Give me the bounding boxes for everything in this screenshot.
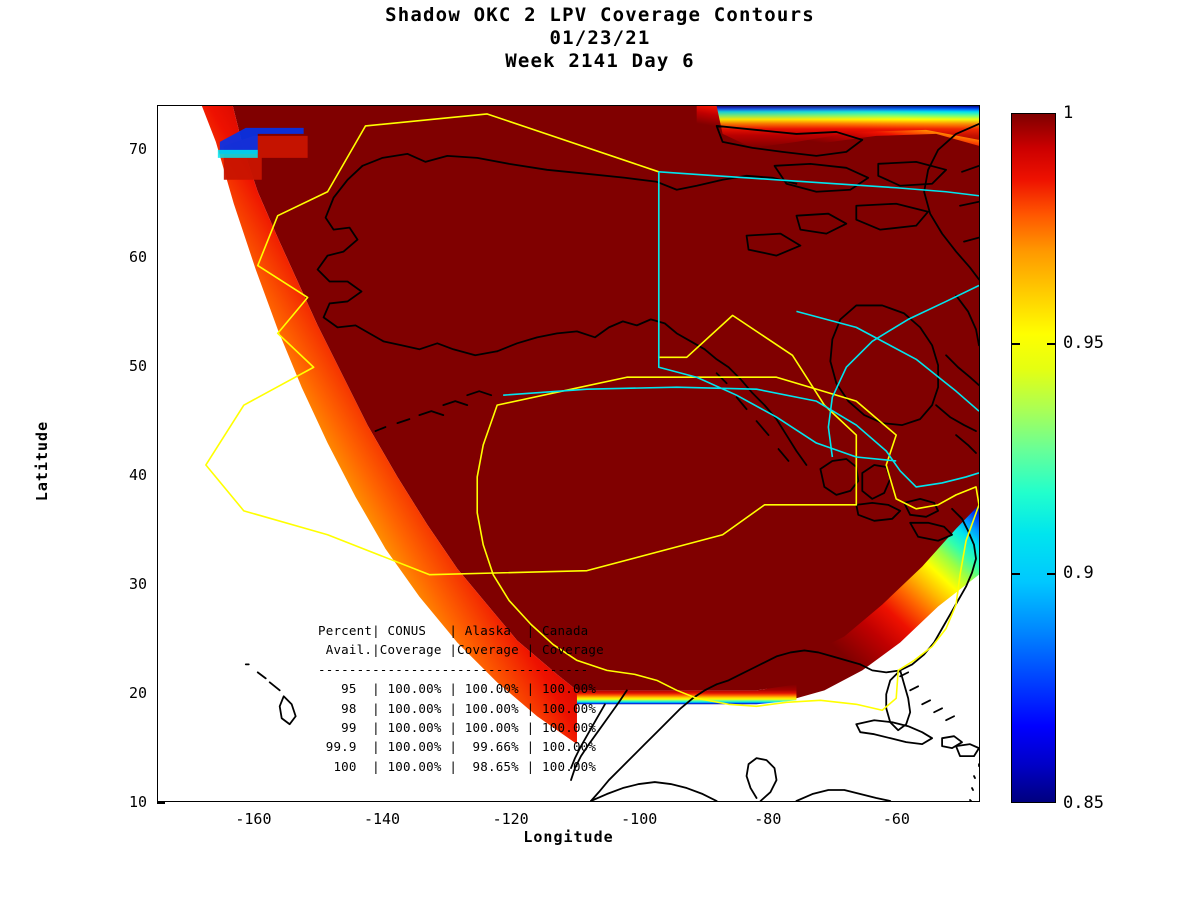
y-tick-label: 10 [128,793,147,811]
colorbar-tick-label: 0.85 [1063,793,1104,813]
x-tick-label: -60 [882,810,910,828]
title-line-3: Week 2141 Day 6 [505,50,695,72]
title-line-2: 01/23/21 [549,27,651,49]
title-line-1: Shadow OKC 2 LPV Coverage Contours [385,4,815,26]
colorbar-tick-label: 1 [1063,103,1074,123]
y-tick-label: 70 [128,139,147,158]
x-axis-label: Longitude [523,828,614,846]
x-tick-label: -120 [492,810,529,828]
colorbar [1011,113,1056,803]
x-tick-label: -140 [363,810,401,828]
y-tick-label: 50 [128,357,147,376]
chart-title: Shadow OKC 2 LPV Coverage Contours 01/23… [0,4,1200,73]
x-tick-label: -80 [754,810,782,828]
colorbar-tick-mark [1047,573,1056,575]
northeast-gradient-band [696,106,979,150]
colorbar-tick-mark [1011,343,1020,345]
y-axis-label: Latitude [33,420,51,502]
x-tick-label: -100 [621,810,658,828]
alaska-service-volume-boundary [205,113,858,576]
coverage-core-region [232,106,979,691]
coverage-map [158,106,979,801]
y-tick-label: 20 [128,684,147,703]
x-tick-label: -160 [235,810,272,828]
colorbar-tick-mark [1047,343,1056,345]
y-tick-label: 40 [128,466,147,485]
colorbar-tick-mark [1011,573,1020,575]
map-plot-area: Percent| CONUS | Alaska | Canada Avail.|… [157,105,980,802]
conus-service-volume-boundary [476,376,979,712]
canada-service-volume-boundary [503,171,979,488]
coverage-field [158,106,979,801]
y-tick-label: 30 [128,575,147,594]
coverage-stats-table: Percent| CONUS | Alaska | Canada Avail.|… [318,623,604,774]
y-tick-label: 60 [128,248,147,267]
colorbar-tick-label: 0.95 [1063,333,1104,353]
y-tick-mark [157,802,165,804]
colorbar-gradient [1012,114,1055,802]
colorbar-tick-label: 0.9 [1063,563,1094,583]
